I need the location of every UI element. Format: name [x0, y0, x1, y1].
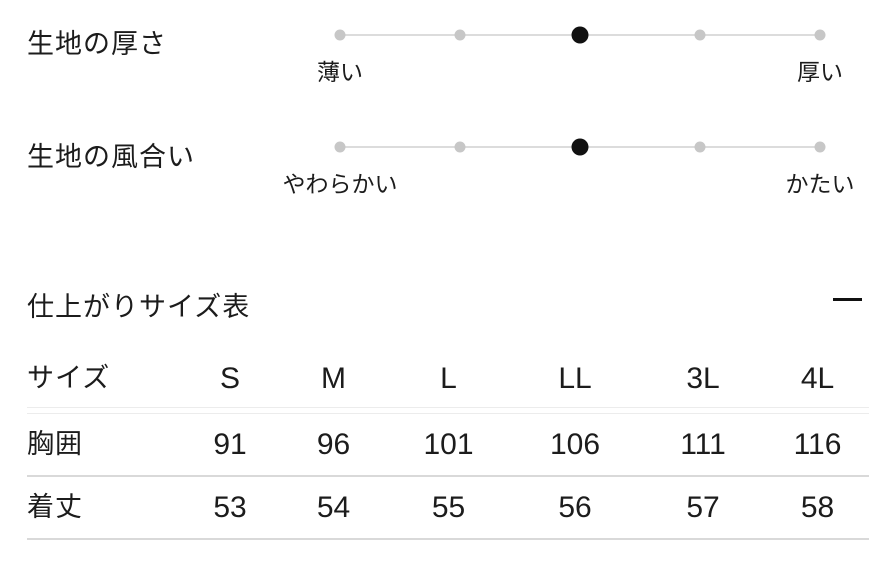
- size-section-title: 仕上がりサイズ表: [27, 292, 251, 322]
- size-table-cell: 106: [549, 427, 601, 461]
- size-table-header-cell: サイズ: [27, 363, 111, 393]
- fabric-texture-scale: やわらかい かたい: [283, 130, 855, 210]
- size-table-row-label: 胸囲: [27, 429, 83, 459]
- size-table: サイズ S M L LL 3L 4L 胸囲 91 96 101 106 111 116 着丈 53 54 55 5…: [27, 350, 869, 540]
- scale-min-label: やわらかい: [282, 171, 398, 197]
- size-table-row-label: 着丈: [27, 492, 83, 522]
- size-table-cell: 57: [686, 490, 720, 524]
- size-table-cell: 58: [800, 490, 835, 524]
- size-table-header-double-divider: [27, 408, 869, 414]
- size-table-header-cell: LL: [558, 361, 592, 395]
- size-table-cell: 54: [316, 490, 351, 524]
- scale-min-label: 薄い: [317, 59, 363, 85]
- fabric-texture-heading: 生地の風合い: [27, 142, 195, 172]
- size-table-header-cell: 4L: [800, 361, 835, 395]
- size-table-cell: 111: [680, 427, 726, 461]
- scale-dot-active: [571, 26, 589, 44]
- scale-dot: [334, 29, 346, 41]
- size-table-row: 着丈 53 54 55 56 57 58: [27, 477, 869, 540]
- scale-max-label: かたい: [785, 171, 855, 197]
- fabric-thickness-scale: 薄い 厚い: [317, 18, 843, 98]
- size-table-cell: 101: [423, 427, 474, 461]
- scale-dot-active: [571, 138, 589, 156]
- size-table-header-row: サイズ S M L LL 3L 4L: [27, 350, 869, 408]
- size-table-header-cell: L: [440, 361, 457, 395]
- size-table-body: 胸囲 91 96 101 106 111 116 着丈 53 54 55 56 57 58: [27, 414, 869, 540]
- size-table-header-cell: S: [219, 361, 240, 395]
- scale-dot: [814, 141, 826, 153]
- size-table-cell: 55: [431, 490, 466, 524]
- size-table-header-cell: 3L: [686, 361, 720, 395]
- size-table-cell: 53: [213, 490, 247, 524]
- scale-dot: [814, 29, 826, 41]
- scale-dot: [454, 29, 466, 41]
- scale-dot: [334, 141, 346, 153]
- size-table-header-cell: M: [321, 361, 346, 395]
- size-table-cell: 96: [316, 427, 351, 461]
- size-table-cell: 91: [213, 427, 247, 461]
- size-table-cell: 56: [558, 490, 592, 524]
- fabric-thickness-heading: 生地の厚さ: [27, 29, 167, 59]
- scale-max-label: 厚い: [797, 59, 843, 85]
- size-table-row: 胸囲 91 96 101 106 111 116: [27, 414, 869, 477]
- scale-dot: [454, 141, 466, 153]
- size-table-cell: 116: [793, 427, 842, 461]
- scale-dot: [694, 141, 706, 153]
- minus-icon[interactable]: [833, 298, 862, 301]
- scale-dot: [694, 29, 706, 41]
